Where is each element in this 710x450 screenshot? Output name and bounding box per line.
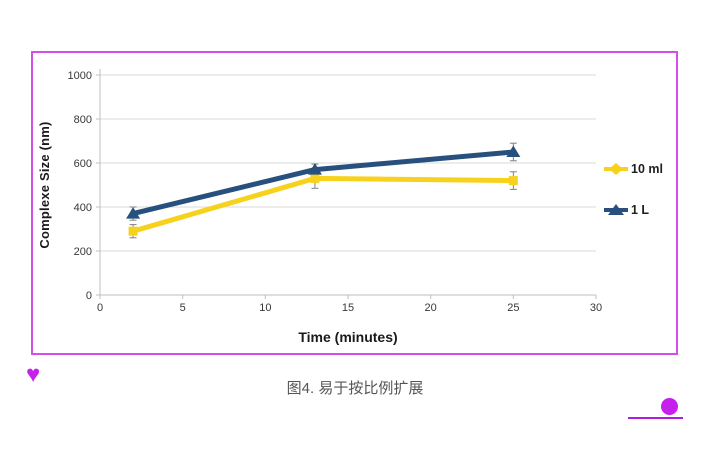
svg-text:600: 600 [74,158,92,170]
gridlines [100,74,596,252]
tick-labels: 0 200 400 600 800 1000 0 5 10 15 20 25 30 [68,70,603,314]
x-axis-title: Time (minutes) [298,329,398,345]
heart-icon: ♥ [26,361,41,388]
series [126,145,521,236]
legend-label-1l: 1 L [631,203,650,217]
legend-label-10ml: 10 ml [631,162,663,176]
series-10ml-marker-icon [604,163,628,175]
svg-text:800: 800 [74,114,92,126]
line-decoration [628,417,683,419]
legend-item-1l: 1 L [603,201,663,219]
svg-text:0: 0 [97,302,103,314]
svg-text:5: 5 [180,302,186,314]
figure-frame: Complexe Size (nm) 0 200 400 600 800 1000 0 5 10… [31,51,678,355]
line-chart: 0 200 400 600 800 1000 0 5 10 15 20 25 30 [68,69,603,314]
axes [96,69,597,299]
dot-decoration [661,398,678,415]
legend-item-10ml: 10 ml [603,160,663,178]
svg-text:15: 15 [342,302,354,314]
svg-text:200: 200 [74,246,92,258]
svg-text:30: 30 [590,302,602,314]
svg-text:20: 20 [425,302,437,314]
svg-text:1000: 1000 [68,70,92,82]
figure-caption: 图4. 易于按比例扩展 [286,380,424,397]
svg-text:10: 10 [259,302,271,314]
svg-text:25: 25 [507,302,519,314]
svg-text:400: 400 [74,202,92,214]
svg-text:0: 0 [86,290,92,302]
series-1l-marker-icon [604,204,628,215]
legend: 10 ml 1 L [603,160,663,242]
